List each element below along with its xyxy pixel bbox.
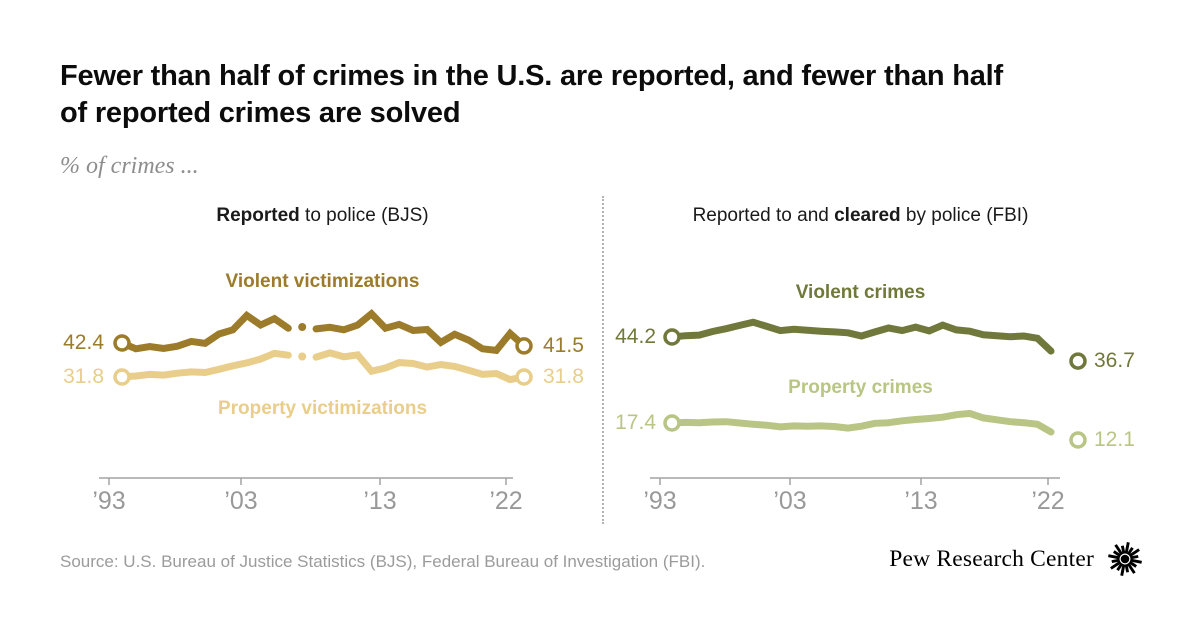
series-line — [118, 310, 292, 353]
brand-text: Pew Research Center — [889, 545, 1094, 572]
property-victimizations-start-value: 31.8 — [63, 365, 104, 388]
logo-ray — [1111, 558, 1120, 564]
series-line — [668, 409, 1055, 436]
logo-ray — [1120, 545, 1126, 554]
panel-divider — [602, 196, 604, 524]
series-end-marker — [515, 337, 533, 355]
logo-ray — [1114, 544, 1124, 556]
logo-ray — [1120, 564, 1126, 576]
series-start-marker — [663, 414, 681, 432]
logo-ray — [1130, 554, 1139, 560]
logo-ray — [1128, 560, 1138, 568]
series-line — [118, 349, 292, 381]
title-line-1: Fewer than half of crimes in the U.S. ar… — [60, 60, 1003, 92]
violent-crimes-label: Violent crimes — [795, 282, 926, 303]
series-line — [668, 318, 1055, 355]
logo-ray — [1126, 562, 1136, 574]
title-line-2: of reported crimes are solved — [60, 97, 461, 129]
logo-ray — [1124, 564, 1130, 573]
series-line — [312, 349, 528, 384]
violent-victimizations-label: Violent victimizations — [225, 271, 420, 292]
source-text: Source: U.S. Bureau of Justice Statistic… — [60, 552, 706, 571]
brand: Pew Research Center — [889, 537, 1147, 581]
series-start-marker — [663, 328, 681, 346]
left-panel-header-post: to police (BJS) — [299, 205, 429, 226]
property-crimes-start-value: 17.4 — [615, 411, 656, 434]
right-panel-header-bold: cleared — [834, 205, 901, 226]
left-chart: ’93 ’03 ’13 ’22 — [92, 309, 533, 515]
logo-ray — [1116, 562, 1124, 572]
violent-crimes-start-value: 44.2 — [615, 325, 656, 348]
right-panel-header-pre: Reported to and — [692, 205, 835, 226]
left-panel-header-bold: Reported — [216, 205, 300, 226]
series-end-marker — [1069, 352, 1087, 370]
logo-ray — [1128, 548, 1140, 558]
logo-center-dot — [1120, 554, 1130, 564]
right-panel-header: Reported to and cleared by police (FBI) — [598, 205, 1123, 227]
x-axis-tick-label: ’03 — [224, 487, 257, 515]
series-line — [312, 309, 528, 355]
logo-ray — [1112, 550, 1122, 558]
pew-logo-icon — [1108, 542, 1142, 576]
series-break-dot — [298, 352, 307, 361]
left-panel-header: Reported to police (BJS) — [60, 205, 585, 227]
series-end-marker — [515, 368, 533, 386]
property-crimes-label: Property crimes — [788, 377, 933, 398]
series-end-marker — [1069, 431, 1087, 449]
x-axis-tick-label: ’93 — [643, 487, 676, 515]
x-axis-tick-label: ’03 — [773, 487, 806, 515]
violent-victimizations-start-value: 42.4 — [63, 331, 104, 354]
property-crimes-end-value: 12.1 — [1094, 428, 1135, 451]
chart-title: Fewer than half of crimes in the U.S. ar… — [60, 58, 1165, 132]
logo-ray — [1110, 560, 1122, 570]
x-axis-tick-label: ’22 — [1031, 487, 1064, 515]
logo-ray — [1130, 558, 1142, 564]
x-axis-tick-label: ’13 — [904, 487, 937, 515]
logo-ray — [1124, 542, 1130, 554]
series-start-marker — [113, 368, 131, 386]
right-panel-header-post: by police (FBI) — [900, 205, 1029, 226]
property-victimizations-label: Property victimizations — [217, 398, 428, 419]
series-start-marker — [113, 334, 131, 352]
x-axis-tick-label: ’22 — [489, 487, 522, 515]
violent-victimizations-end-value: 41.5 — [543, 334, 584, 357]
x-axis-tick-label: ’93 — [92, 487, 125, 515]
property-victimizations-end-value: 31.8 — [543, 365, 584, 388]
x-axis-tick-label: ’13 — [363, 487, 396, 515]
logo-ray — [1108, 554, 1120, 560]
logo-ray — [1126, 546, 1134, 556]
series-break-dot — [298, 323, 307, 331]
violent-crimes-end-value: 36.7 — [1094, 349, 1135, 372]
chart-subtitle: % of crimes ... — [60, 153, 199, 179]
right-chart: ’93 ’03 ’13 ’22 — [643, 318, 1087, 515]
